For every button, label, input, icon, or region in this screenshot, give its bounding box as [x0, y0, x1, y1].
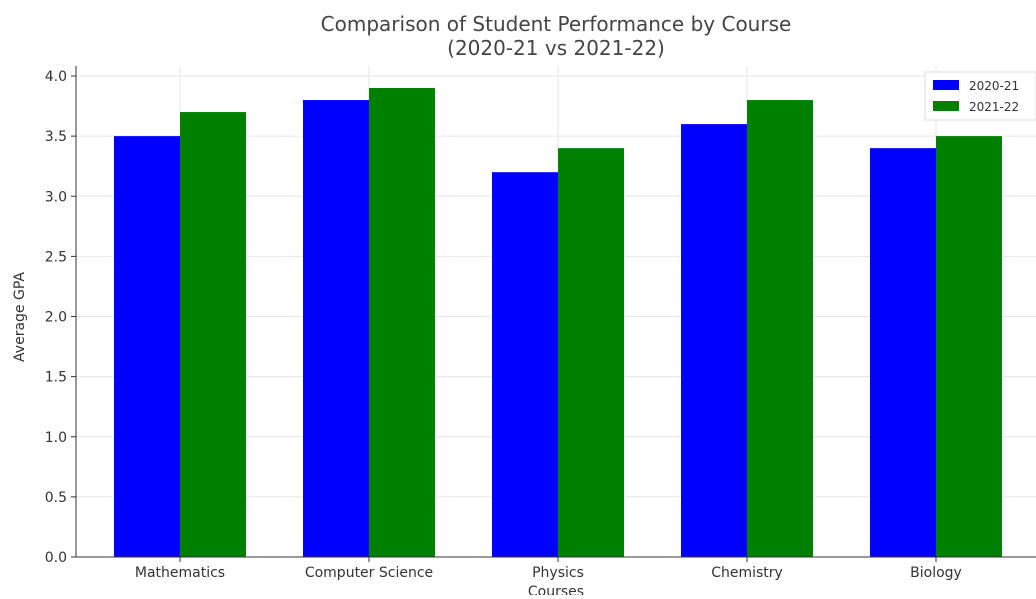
- bar-2021-22-computer-science: [369, 88, 435, 558]
- y-tick-label: 2.5: [45, 249, 67, 265]
- y-tick-label: 2.0: [45, 310, 67, 326]
- bar-2021-22-chemistry: [747, 100, 813, 558]
- bar-layer: [114, 88, 1002, 558]
- bar-2020-21-mathematics: [114, 136, 180, 557]
- legend-swatch-2020-21: [933, 80, 959, 90]
- bar-2020-21-biology: [870, 148, 936, 557]
- x-tick-label: Computer Science: [305, 565, 433, 581]
- y-tick-label: 0.0: [45, 550, 67, 566]
- x-tick-label: Mathematics: [135, 565, 225, 581]
- x-tick-label: Chemistry: [711, 565, 783, 581]
- bar-2021-22-physics: [558, 148, 624, 557]
- x-tick-label: Physics: [532, 565, 584, 581]
- chart-title-line-1: Comparison of Student Performance by Cou…: [321, 12, 792, 36]
- chart-title-line-2: (2020-21 vs 2021-22): [447, 36, 665, 60]
- y-tick-label: 1.5: [45, 370, 67, 386]
- y-axis-label: Average GPA: [12, 272, 28, 362]
- bar-2021-22-biology: [936, 136, 1002, 557]
- legend: 2020-21 2021-22: [924, 71, 1036, 121]
- bar-2020-21-chemistry: [681, 124, 747, 557]
- y-tick-label: 4.0: [45, 69, 67, 85]
- y-tick-label: 3.5: [45, 129, 67, 145]
- y-tick-label: 3.0: [45, 189, 67, 205]
- legend-swatch-2021-22: [933, 101, 959, 111]
- axis-layer: 0.0 0.5 1.0 1.5 2.0 2.5 3.0 3.5 4.0 Mathematics Co…: [45, 66, 1036, 581]
- bar-2020-21-computer-science: [303, 100, 369, 558]
- title-layer: Comparison of Student Performance by Cou…: [321, 12, 792, 60]
- y-tick-label: 0.5: [45, 490, 67, 506]
- legend-label-2020-21: 2020-21: [969, 79, 1019, 93]
- bar-2020-21-physics: [492, 172, 558, 557]
- legend-label-2021-22: 2021-22: [969, 100, 1019, 114]
- y-tick-label: 1.0: [45, 430, 67, 446]
- x-axis-label: Courses: [528, 584, 584, 595]
- x-tick-label: Biology: [910, 565, 962, 581]
- bar-2021-22-mathematics: [180, 112, 246, 557]
